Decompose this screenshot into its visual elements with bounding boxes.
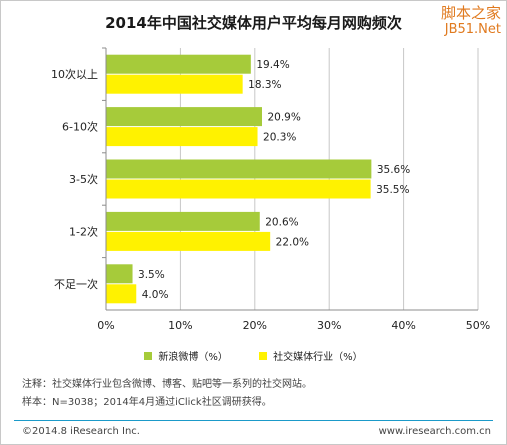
footer-divider: [14, 420, 493, 421]
category-label: 6-10次: [62, 120, 98, 134]
bar: [106, 127, 258, 147]
bar: [106, 211, 260, 231]
notes: 注释：社交媒体行业包含微博、博客、贴吧等一系列的社交网站。 样本：N=3038；…: [22, 376, 312, 412]
legend-item-weibo: 新浪微博（%）: [144, 348, 228, 363]
footer-copyright: ©2014.8 iResearch Inc.: [22, 426, 140, 437]
legend-item-industry: 社交媒体行业（%）: [259, 348, 363, 363]
legend-label-weibo: 新浪微博（%）: [158, 352, 228, 363]
data-label: 19.4%: [256, 59, 289, 71]
legend-swatch-weibo: [144, 351, 153, 360]
data-label: 20.3%: [263, 132, 296, 144]
category-label: 3-5次: [69, 172, 98, 186]
data-label: 20.9%: [267, 112, 300, 124]
bar: [106, 107, 262, 127]
category-label: 1-2次: [69, 224, 98, 238]
x-tick-label: 10%: [168, 319, 192, 332]
bar: [106, 74, 243, 94]
footer-url: www.iresearch.com.cn: [378, 426, 491, 437]
x-tick-label: 50%: [466, 319, 490, 332]
bar: [106, 284, 137, 304]
bar: [106, 264, 133, 284]
data-label: 35.6%: [377, 164, 410, 176]
data-label: 18.3%: [248, 79, 281, 91]
legend-swatch-industry: [259, 351, 268, 360]
note-line: 注释：社交媒体行业包含微博、博客、贴吧等一系列的社交网站。: [22, 379, 312, 390]
bar: [106, 179, 371, 199]
data-label: 4.0%: [142, 289, 169, 301]
data-label: 3.5%: [138, 269, 165, 281]
data-label: 22.0%: [276, 236, 309, 248]
sample-line: 样本：N=3038；2014年4月通过iClick社区调研获得。: [22, 397, 272, 408]
legend-label-industry: 社交媒体行业（%）: [273, 352, 363, 363]
x-tick-label: 40%: [391, 319, 415, 332]
data-label: 20.6%: [265, 216, 298, 228]
bar: [106, 231, 271, 251]
x-tick-label: 0%: [97, 319, 114, 332]
x-tick-label: 20%: [243, 319, 267, 332]
bar: [106, 159, 372, 179]
watermark-en: JB51.Net: [444, 22, 501, 37]
data-label: 35.5%: [376, 184, 409, 196]
category-label: 不足一次: [54, 277, 98, 291]
chart-title: 2014年中国社交媒体用户平均每月网购频次: [105, 14, 402, 32]
legend: 新浪微博（%） 社交媒体行业（%）: [0, 348, 507, 363]
bar: [106, 54, 251, 74]
category-label: 10次以上: [51, 67, 98, 81]
watermark-cn: 脚本之家: [440, 4, 501, 22]
x-tick-label: 30%: [317, 319, 341, 332]
